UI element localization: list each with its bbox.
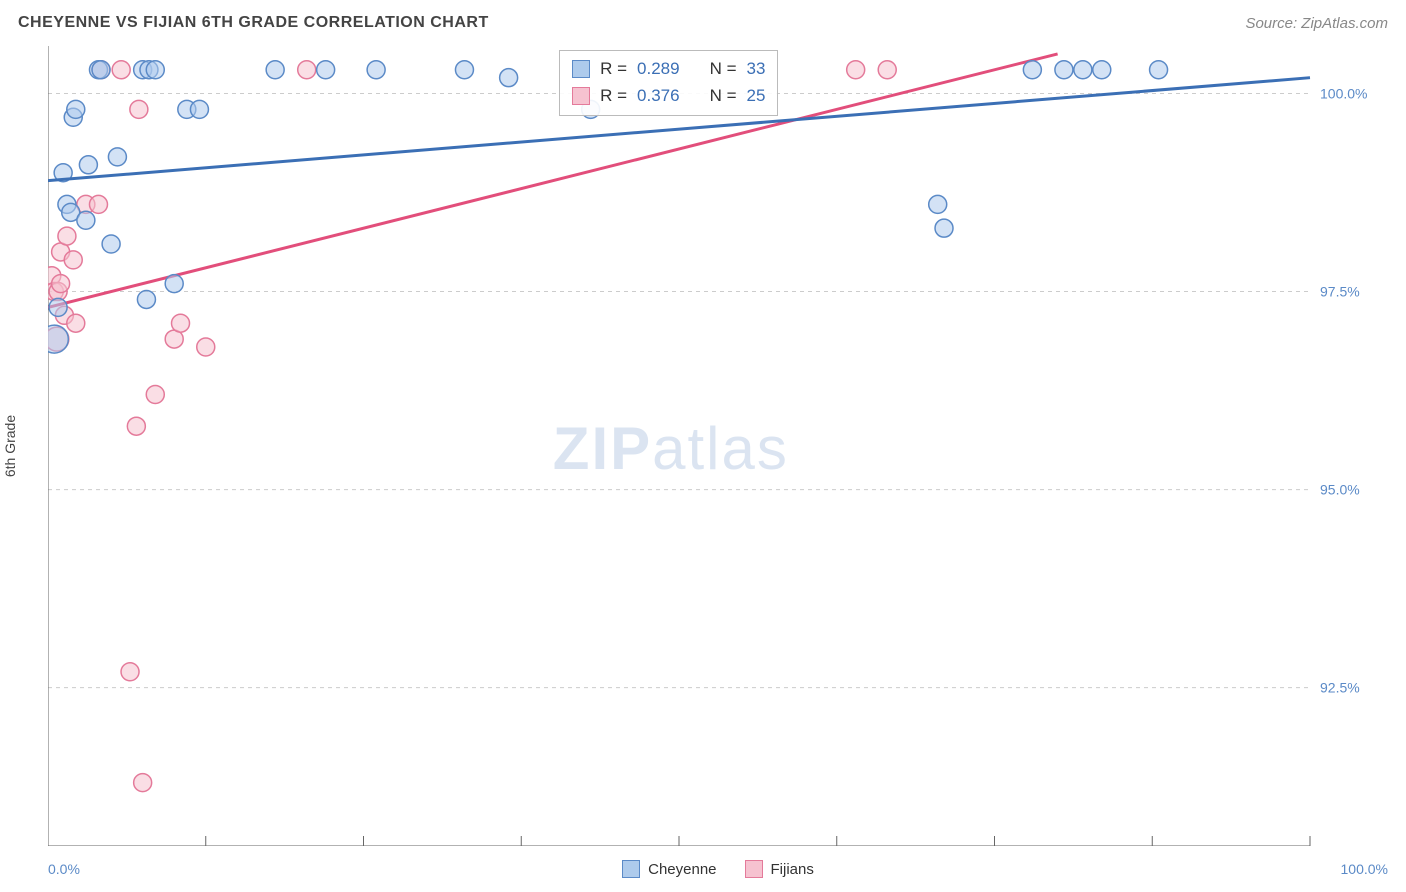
series-swatch xyxy=(572,60,590,78)
stats-row: R = 0.289 N = 33 xyxy=(572,55,765,82)
legend-label: Cheyenne xyxy=(648,861,716,878)
cheyenne-point[interactable] xyxy=(455,61,473,79)
cheyenne-point[interactable] xyxy=(79,156,97,174)
r-label: R = xyxy=(600,82,627,109)
cheyenne-point[interactable] xyxy=(67,100,85,118)
fijians-point[interactable] xyxy=(134,774,152,792)
cheyenne-point[interactable] xyxy=(1074,61,1092,79)
cheyenne-point[interactable] xyxy=(146,61,164,79)
fijians-point[interactable] xyxy=(58,227,76,245)
n-value: 33 xyxy=(747,55,766,82)
fijians-point[interactable] xyxy=(878,61,896,79)
fijians-point[interactable] xyxy=(847,61,865,79)
cheyenne-point[interactable] xyxy=(92,61,110,79)
cheyenne-point[interactable] xyxy=(102,235,120,253)
cheyenne-point[interactable] xyxy=(935,219,953,237)
fijians-point[interactable] xyxy=(127,417,145,435)
cheyenne-point[interactable] xyxy=(137,290,155,308)
plot-area: 92.5%95.0%97.5%100.0% ZIPatlas R =0.289N… xyxy=(48,46,1388,846)
legend-item[interactable]: Fijians xyxy=(745,860,814,878)
y-tick-label: 92.5% xyxy=(1320,680,1360,696)
cheyenne-point[interactable] xyxy=(1023,61,1041,79)
cheyenne-point[interactable] xyxy=(77,211,95,229)
fijians-point[interactable] xyxy=(298,61,316,79)
cheyenne-point[interactable] xyxy=(929,195,947,213)
y-axis-label: 6th Grade xyxy=(2,415,18,477)
fijians-point[interactable] xyxy=(172,314,190,332)
n-value: 25 xyxy=(747,82,766,109)
cheyenne-point[interactable] xyxy=(1055,61,1073,79)
cheyenne-point[interactable] xyxy=(49,298,67,316)
y-tick-label: 100.0% xyxy=(1320,86,1367,102)
legend-swatch xyxy=(745,860,763,878)
fijians-point[interactable] xyxy=(121,663,139,681)
cheyenne-point[interactable] xyxy=(165,275,183,293)
r-value: 0.376 xyxy=(637,82,680,109)
chart-title: CHEYENNE VS FIJIAN 6TH GRADE CORRELATION… xyxy=(18,14,489,32)
chart-svg: 92.5% 95.0% 97.5% 100.0% xyxy=(48,46,1388,846)
r-value: 0.289 xyxy=(637,55,680,82)
cheyenne-point[interactable] xyxy=(1150,61,1168,79)
y-tick-label: 97.5% xyxy=(1320,284,1360,300)
legend-swatch xyxy=(622,860,640,878)
y-tick-label: 95.0% xyxy=(1320,482,1360,498)
cheyenne-point[interactable] xyxy=(108,148,126,166)
stats-legend-box: R = 0.289 N = 33 R = 0.376 N = 25 xyxy=(559,50,778,116)
r-label: R = xyxy=(600,55,627,82)
cheyenne-point[interactable] xyxy=(500,69,518,87)
footer: 0.0% Cheyenne Fijians 100.0% xyxy=(48,854,1388,884)
n-label: N = xyxy=(710,82,737,109)
legend-label: Fijians xyxy=(771,861,814,878)
fijians-point[interactable] xyxy=(89,195,107,213)
cheyenne-point[interactable] xyxy=(266,61,284,79)
fijians-point[interactable] xyxy=(64,251,82,269)
cheyenne-point[interactable] xyxy=(48,325,68,353)
fijians-point[interactable] xyxy=(52,275,70,293)
series-swatch xyxy=(572,87,590,105)
fijians-point[interactable] xyxy=(146,386,164,404)
cheyenne-point[interactable] xyxy=(317,61,335,79)
cheyenne-point[interactable] xyxy=(367,61,385,79)
x-axis-max-label: 100.0% xyxy=(1341,861,1388,877)
legend: Cheyenne Fijians xyxy=(622,860,814,878)
chart-source: Source: ZipAtlas.com xyxy=(1245,15,1388,32)
fijians-point[interactable] xyxy=(130,100,148,118)
fijians-point[interactable] xyxy=(112,61,130,79)
fijians-point[interactable] xyxy=(67,314,85,332)
fijians-trend-line xyxy=(48,54,1058,307)
cheyenne-point[interactable] xyxy=(1093,61,1111,79)
fijians-point[interactable] xyxy=(197,338,215,356)
cheyenne-point[interactable] xyxy=(190,100,208,118)
n-label: N = xyxy=(710,55,737,82)
stats-row: R = 0.376 N = 25 xyxy=(572,82,765,109)
legend-item[interactable]: Cheyenne xyxy=(622,860,716,878)
x-axis-min-label: 0.0% xyxy=(48,861,80,877)
